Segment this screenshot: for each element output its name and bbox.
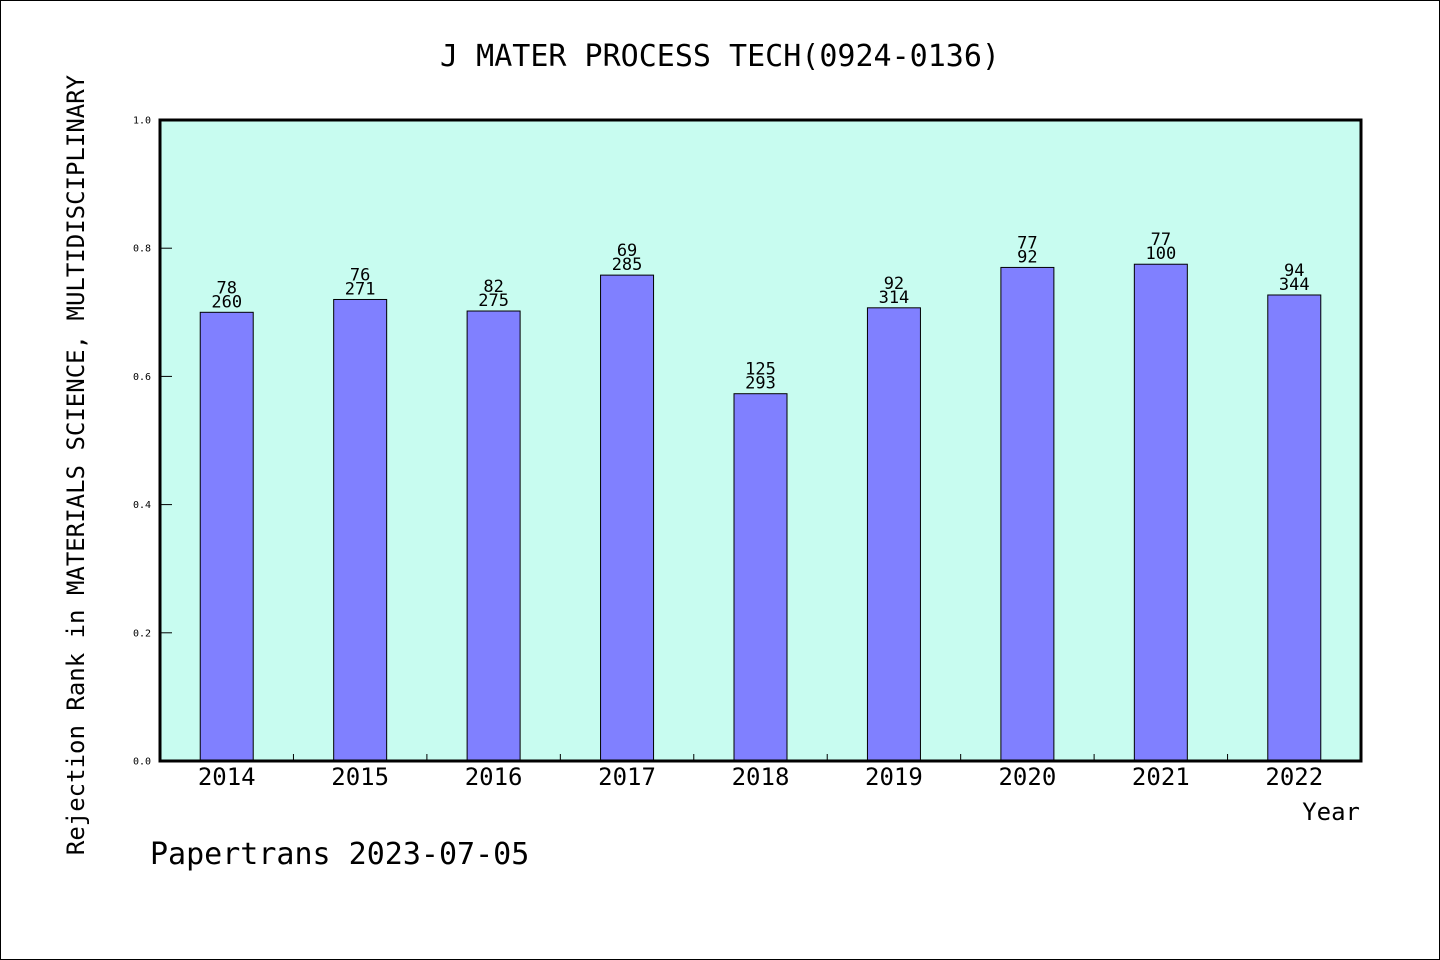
bar-2018 [733,393,788,762]
bar-2015 [333,298,388,762]
footer-text: Papertrans 2023-07-05 [150,837,529,872]
bar-label-top: 94 [1284,261,1304,281]
bar-label-top: 125 [745,360,776,380]
y-axis-label: Rejection Rank in MATERIALS SCIENCE, MUL… [62,74,90,855]
bar-label-top: 78 [216,278,236,298]
bar-label-bottom: 92 [1017,247,1037,267]
y-tick-label: 0.8 [133,244,151,255]
x-tick-label: 2020 [998,763,1056,791]
bars [199,263,1322,762]
bar-label-top: 77 [1151,230,1171,250]
bar-2020 [1000,266,1055,762]
bar-label-top: 76 [350,265,370,285]
bar-label-top: 92 [884,274,904,294]
bar-2014 [199,311,254,762]
bar-label-bottom: 293 [745,374,776,394]
x-tick-label: 2016 [465,763,523,791]
x-tick-label: 2019 [865,763,923,791]
bar-2017 [600,274,655,762]
y-tick-label: 1.0 [133,116,151,127]
bar-label-top: 69 [617,241,637,261]
x-tick-label: 2022 [1265,763,1323,791]
bar-2022 [1267,294,1322,762]
y-axis-ticks: 0.0 0.2 0.4 0.6 0.8 1.0 [133,116,172,768]
x-tick-label: 2021 [1132,763,1190,791]
x-tick-label: 2017 [598,763,656,791]
bar-label-bottom: 285 [612,255,643,275]
bar-label-bottom: 260 [211,292,242,312]
bar-label-bottom: 275 [478,291,509,311]
bar-2019 [866,307,921,762]
y-tick-label: 0.6 [133,372,151,383]
bar-2016 [466,310,521,762]
chart-title: J MATER PROCESS TECH(0924-0136) [440,39,1000,74]
x-tick-label: 2015 [331,763,389,791]
x-tick-labels: 2014 2015 2016 2017 2018 2019 2020 2021 2022 [198,763,1323,791]
bar-label-bottom: 271 [345,279,376,299]
x-axis-label: Year [1302,798,1360,826]
bar-label-bottom: 314 [879,288,910,308]
bar-label-top: 77 [1017,233,1037,253]
bar-label-bottom: 344 [1279,275,1310,295]
y-tick-label: 0.0 [133,757,151,768]
y-tick-label: 0.2 [133,628,151,639]
x-tick-label: 2018 [732,763,790,791]
bar-label-top: 82 [483,277,503,297]
y-tick-label: 0.4 [133,500,151,511]
bar-2021 [1133,263,1188,762]
x-tick-label: 2014 [198,763,256,791]
bar-label-bottom: 100 [1145,244,1176,264]
plot-border [158,118,1363,763]
